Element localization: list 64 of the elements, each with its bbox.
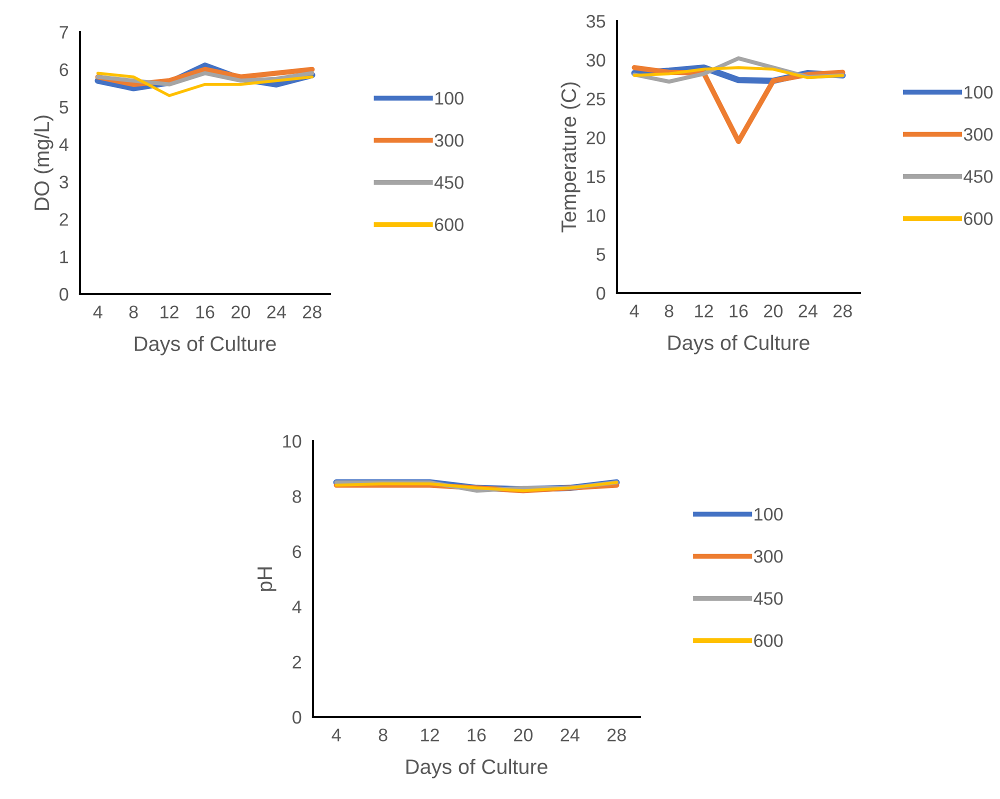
x-axis-title: Days of Culture bbox=[406, 758, 548, 778]
line-series bbox=[632, 66, 844, 80]
y-tick-label: 6 bbox=[60, 63, 68, 76]
y-tick-label: 2 bbox=[60, 213, 68, 226]
y-axis-title: Temperature (C) bbox=[560, 82, 580, 232]
y-tick-label: 35 bbox=[586, 14, 606, 28]
y-tick-label: 25 bbox=[586, 92, 606, 106]
legend-label: 450 bbox=[434, 176, 464, 189]
x-tick-label: 20 bbox=[764, 304, 783, 318]
legend-label: 450 bbox=[964, 170, 993, 183]
y-tick-label: 8 bbox=[292, 490, 302, 503]
y-tick-label: 3 bbox=[60, 176, 68, 188]
x-tick-label: 4 bbox=[630, 304, 639, 318]
legend-label: 100 bbox=[964, 86, 993, 99]
y-tick-label: 10 bbox=[587, 209, 606, 222]
x-axis-title: Days of Culture bbox=[134, 336, 276, 356]
y-tick-label: 0 bbox=[60, 288, 68, 301]
y-tick-label: 6 bbox=[292, 545, 302, 558]
y-tick-label: 1 bbox=[60, 250, 68, 264]
y-tick-label: 4 bbox=[292, 600, 302, 614]
line-series bbox=[96, 72, 314, 98]
x-axis-title: Days of Culture bbox=[668, 334, 810, 354]
legend-label: 300 bbox=[434, 134, 464, 147]
x-tick-label: 8 bbox=[664, 304, 674, 318]
legend-label: 600 bbox=[754, 634, 783, 648]
y-tick-label: 5 bbox=[596, 248, 606, 261]
legend-label: 300 bbox=[754, 550, 783, 563]
x-tick-label: 28 bbox=[303, 306, 322, 318]
x-tick-label: 16 bbox=[730, 304, 748, 318]
y-tick-label: 7 bbox=[60, 26, 68, 39]
x-tick-label: 12 bbox=[695, 304, 713, 318]
legend-label: 300 bbox=[964, 128, 993, 141]
y-tick-label: 0 bbox=[596, 286, 606, 300]
x-tick-label: 8 bbox=[378, 728, 388, 742]
x-tick-label: 4 bbox=[332, 728, 341, 742]
y-tick-label: 20 bbox=[586, 132, 606, 144]
legend-label: 100 bbox=[435, 92, 464, 105]
y-tick-label: 30 bbox=[586, 54, 606, 67]
x-tick-label: 24 bbox=[798, 304, 818, 318]
x-tick-label: 12 bbox=[160, 306, 178, 318]
legend-label: 600 bbox=[964, 212, 993, 226]
y-axis-title: pH bbox=[258, 567, 276, 591]
x-tick-label: 16 bbox=[196, 306, 214, 318]
x-tick-label: 16 bbox=[468, 728, 486, 742]
legend-label: 450 bbox=[754, 592, 783, 605]
y-tick-label: 0 bbox=[292, 710, 302, 724]
legend-label: 100 bbox=[754, 508, 783, 521]
x-tick-label: 28 bbox=[608, 728, 626, 742]
x-tick-label: 24 bbox=[560, 728, 580, 742]
x-tick-label: 24 bbox=[267, 306, 286, 318]
y-axis-title: DO (mg/L) bbox=[34, 116, 54, 210]
x-tick-label: 4 bbox=[93, 306, 102, 318]
x-tick-label: 28 bbox=[834, 304, 852, 318]
y-tick-label: 15 bbox=[587, 170, 606, 184]
y-tick-label: 10 bbox=[283, 434, 302, 448]
line-series bbox=[96, 71, 314, 86]
x-tick-label: 12 bbox=[421, 728, 439, 742]
legend-label: 600 bbox=[434, 218, 464, 232]
y-tick-label: 5 bbox=[60, 100, 68, 114]
x-tick-label: 20 bbox=[232, 306, 250, 318]
y-tick-label: 4 bbox=[59, 138, 68, 151]
x-tick-label: 20 bbox=[514, 728, 533, 742]
x-tick-label: 8 bbox=[129, 306, 138, 318]
y-tick-label: 2 bbox=[292, 656, 301, 668]
